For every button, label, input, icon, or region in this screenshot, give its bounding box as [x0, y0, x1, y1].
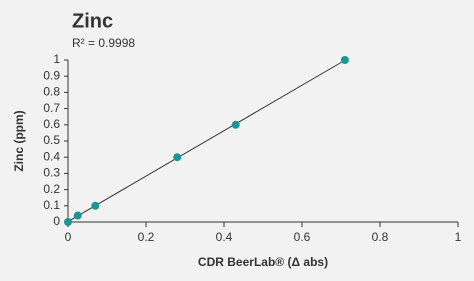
- x-tick-label: 0.8: [372, 230, 389, 244]
- chart-title: Zinc: [72, 10, 113, 32]
- x-tick-label: 0.6: [294, 230, 311, 244]
- y-tick-label: 0.9: [43, 68, 60, 82]
- y-tick-label: 0.1: [43, 198, 60, 212]
- x-tick-label: 0.4: [216, 230, 233, 244]
- y-tick-label: 1: [53, 52, 60, 66]
- y-tick-label: 0: [53, 214, 60, 228]
- data-point: [73, 211, 82, 220]
- data-point: [91, 201, 100, 210]
- y-tick-label: 0.5: [43, 133, 60, 147]
- chart-subtitle: R² = 0.9998: [72, 36, 135, 50]
- y-tick-label: 0.7: [43, 101, 60, 115]
- data-point: [340, 56, 349, 64]
- y-axis-label: Zinc (ppm): [12, 110, 26, 171]
- x-axis-label: CDR BeerLab® (Δ abs): [198, 255, 328, 269]
- data-point: [173, 153, 182, 162]
- y-tick-label: 0.2: [43, 182, 60, 196]
- x-tick-label: 0: [65, 230, 72, 244]
- y-tick-label: 0.4: [43, 149, 60, 163]
- y-tick-label: 0.3: [43, 166, 60, 180]
- data-point: [64, 218, 72, 226]
- x-tick-label: 0.2: [138, 230, 155, 244]
- trendline: [67, 59, 346, 223]
- x-tick-label: 1: [455, 230, 462, 244]
- data-point: [231, 120, 240, 129]
- y-tick-label: 0.6: [43, 117, 60, 131]
- y-tick-label: 0.8: [43, 85, 60, 99]
